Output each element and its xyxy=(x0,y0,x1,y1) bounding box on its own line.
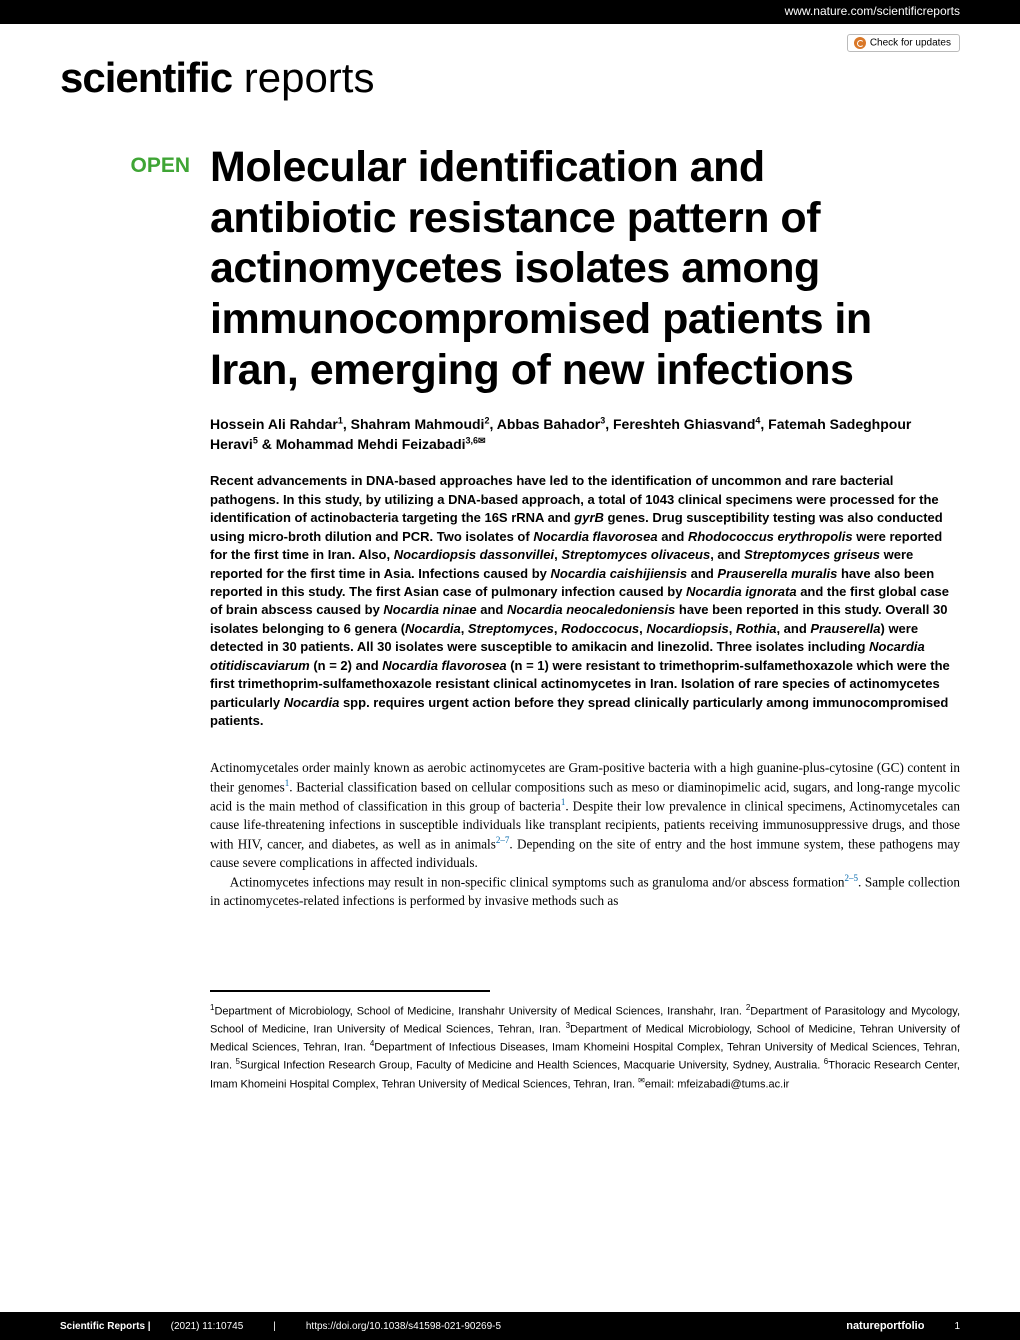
abstract: Recent advancements in DNA-based approac… xyxy=(210,472,960,730)
check-updates-label: Check for updates xyxy=(870,38,951,49)
footer-journal: Scientific Reports | xyxy=(60,1321,151,1332)
check-updates-button[interactable]: Check for updates xyxy=(847,34,960,52)
page-footer: Scientific Reports | (2021) 11:10745 | h… xyxy=(0,1312,1020,1340)
journal-logo: scientific reports xyxy=(60,54,374,101)
crossmark-icon xyxy=(854,37,866,49)
logo-word-light: reports xyxy=(232,54,374,101)
open-access-badge: OPEN xyxy=(60,142,190,1093)
body-text: Actinomycetales order mainly known as ae… xyxy=(210,759,960,910)
body-paragraph: Actinomycetales order mainly known as ae… xyxy=(210,759,960,872)
affiliations: 1Department of Microbiology, School of M… xyxy=(210,1002,960,1093)
footer-citation: (2021) 11:10745 xyxy=(171,1321,244,1332)
footer-page-number: 1 xyxy=(954,1321,960,1332)
footer-publisher: natureportfolio xyxy=(846,1320,924,1332)
logo-row: scientific reports Check for updates xyxy=(60,54,960,102)
footer-doi[interactable]: https://doi.org/10.1038/s41598-021-90269… xyxy=(306,1321,501,1332)
site-url[interactable]: www.nature.com/scientificreports xyxy=(785,4,960,18)
body-paragraph: Actinomycetes infections may result in n… xyxy=(210,872,960,910)
footer-sep: | xyxy=(273,1321,276,1332)
article-title: Molecular identification and antibiotic … xyxy=(210,142,960,396)
affiliations-rule xyxy=(210,990,490,1002)
logo-word-bold: scientific xyxy=(60,54,232,101)
top-bar: www.nature.com/scientificreports xyxy=(0,0,1020,24)
author-list: Hossein Ali Rahdar1, Shahram Mahmoudi2, … xyxy=(210,414,960,455)
article-grid: OPEN Molecular identification and antibi… xyxy=(60,142,960,1093)
page-content: scientific reports Check for updates OPE… xyxy=(0,24,1020,1093)
article-main: Molecular identification and antibiotic … xyxy=(210,142,960,1093)
